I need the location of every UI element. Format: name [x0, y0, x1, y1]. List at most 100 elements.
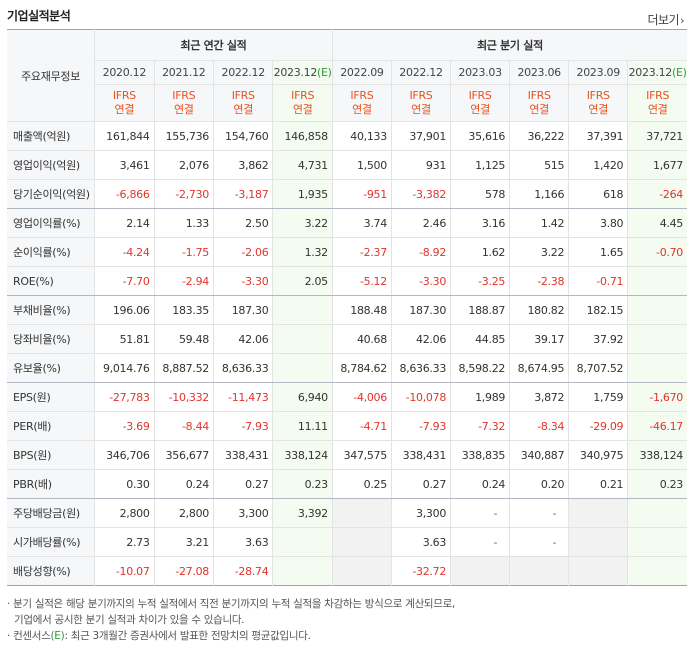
annual-value-cell: -7.70	[94, 266, 155, 296]
footnote-consensus-text: : 최근 3개월간 증권사에서 발표한 전망치의 평균값입니다.	[64, 630, 311, 642]
quarter-value-cell: 3,872	[509, 382, 570, 412]
annual-value-cell: -2.06	[213, 237, 274, 267]
ifrs-consolidated-header: IFRS 연결	[94, 84, 155, 122]
quarter-value-cell: 8,784.62	[332, 353, 392, 383]
consolidated-label: 연결	[411, 103, 431, 116]
consolidated-label: 연결	[529, 103, 549, 116]
table-row: BPS(원) 346,706 356,677 338,431 338,124 347,57…	[7, 440, 687, 470]
quarter-period-header: 2022.09	[332, 60, 392, 85]
quarter-value-cell: 4.45	[627, 208, 687, 238]
annual-value-cell: 11.11	[272, 411, 333, 441]
quarter-period-header: 2023.03	[450, 60, 511, 85]
quarter-value-cell: 3,300	[391, 498, 452, 528]
quarter-value-cell	[568, 556, 629, 586]
annual-value-cell: 2.05	[272, 266, 333, 296]
quarter-value-cell: -3.30	[391, 266, 452, 296]
ifrs-consolidated-header: IFRS 연결	[272, 84, 333, 122]
quarter-value-cell: 1,759	[568, 382, 629, 412]
quarter-value-cell: -264	[627, 179, 687, 209]
quarter-value-cell: -32.72	[391, 556, 452, 586]
row-label: 부채비율(%)	[7, 295, 96, 325]
quarter-value-cell: 35,616	[450, 121, 511, 151]
annual-value-cell: -8.44	[154, 411, 214, 441]
quarter-value-cell: 338,431	[391, 440, 452, 470]
more-link[interactable]: 더보기›	[647, 11, 684, 28]
quarter-value-cell	[627, 266, 687, 296]
annual-value-cell: 3,392	[272, 498, 333, 528]
footnotes: · 분기 실적은 해당 분기까지의 누적 실적에서 직전 분기까지의 누적 실적…	[7, 596, 455, 644]
annual-value-cell: -6,866	[94, 179, 155, 209]
period-header-row: 2020.12 2021.12 2022.12 2023.12(E) 2022.09 20…	[7, 60, 687, 85]
annual-value-cell: 0.30	[94, 469, 155, 499]
quarter-period-header: 2022.12	[391, 60, 452, 85]
ifrs-label: IFRS	[586, 89, 610, 102]
annual-value-cell: 2,800	[154, 498, 214, 528]
quarter-value-cell: 3.74	[332, 208, 392, 238]
quarter-value-cell: 618	[568, 179, 629, 209]
quarter-value-cell: -	[509, 498, 570, 528]
annual-value-cell	[272, 556, 333, 586]
quarter-value-cell: 3.22	[509, 237, 570, 267]
quarter-value-cell	[627, 527, 687, 557]
quarter-value-cell: 0.20	[509, 469, 570, 499]
annual-value-cell	[272, 353, 333, 383]
ifrs-label: IFRS	[291, 89, 315, 102]
financial-summary-table: 주요재무정보 최근 연간 실적 최근 분기 실적 2020.12 2021.12 2…	[7, 29, 687, 586]
row-label: 순이익률(%)	[7, 237, 96, 267]
annual-value-cell: 3,300	[213, 498, 274, 528]
quarter-value-cell	[627, 556, 687, 586]
period-label: 2023.09	[576, 66, 621, 79]
quarter-value-cell: 42.06	[391, 324, 452, 354]
ifrs-consolidated-header: IFRS 연결	[509, 84, 570, 122]
quarter-value-cell	[568, 498, 629, 528]
annual-value-cell: 0.27	[213, 469, 274, 499]
annual-value-cell: -7.93	[213, 411, 274, 441]
quarter-value-cell	[332, 556, 392, 586]
quarter-value-cell: 338,835	[450, 440, 511, 470]
section-title: 기업실적분석	[7, 9, 71, 23]
quarter-period-header: 2023.12(E)	[627, 60, 687, 85]
annual-value-cell: 42.06	[213, 324, 274, 354]
quarter-value-cell: 338,124	[627, 440, 687, 470]
estimate-mark: (E)	[672, 66, 687, 79]
quarter-value-cell: 8,598.22	[450, 353, 511, 383]
footnote-consensus-prefix: · 컨센서스	[7, 630, 51, 642]
annual-value-cell: -3.69	[94, 411, 155, 441]
ifrs-label: IFRS	[409, 89, 433, 102]
ifrs-consolidated-header: IFRS 연결	[391, 84, 452, 122]
annual-value-cell	[272, 527, 333, 557]
row-label: PER(배)	[7, 411, 96, 441]
annual-value-cell: 8,636.33	[213, 353, 274, 383]
annual-period-header: 2023.12(E)	[272, 60, 333, 85]
quarter-value-cell: 340,887	[509, 440, 570, 470]
quarter-value-cell: -	[509, 527, 570, 557]
quarter-period-header: 2023.09	[568, 60, 629, 85]
period-label: 2023.03	[458, 66, 502, 79]
row-label: 시가배당률(%)	[7, 527, 96, 557]
row-label: 유보율(%)	[7, 353, 96, 383]
table-row: 배당성향(%) -10.07 -27.08 -28.74 -32.72	[7, 556, 687, 586]
quarter-value-cell: 0.23	[627, 469, 687, 499]
quarter-value-cell: 1,500	[332, 150, 392, 180]
quarterly-results-header: 최근 분기 실적	[332, 29, 687, 61]
quarter-value-cell: 182.15	[568, 295, 629, 325]
annual-value-cell: -27,783	[94, 382, 155, 412]
annual-value-cell: -2,730	[154, 179, 214, 209]
quarter-value-cell: 36,222	[509, 121, 570, 151]
footnote-quarterly: · 분기 실적은 해당 분기까지의 누적 실적에서 직전 분기까지의 누적 실적…	[7, 598, 456, 610]
annual-value-cell: 3,461	[94, 150, 155, 180]
quarter-value-cell	[450, 556, 511, 586]
quarter-value-cell: -4.71	[332, 411, 392, 441]
quarter-value-cell: 347,575	[332, 440, 392, 470]
ifrs-label: IFRS	[172, 89, 196, 102]
row-label: 배당성향(%)	[7, 556, 96, 586]
quarter-value-cell: -1,670	[627, 382, 687, 412]
consolidated-label: 연결	[352, 103, 372, 116]
table-row: 유보율(%) 9,014.76 8,887.52 8,636.33 8,784.62 8,…	[7, 353, 687, 383]
period-label: 2023.06	[517, 66, 561, 79]
annual-value-cell: -10,332	[154, 382, 214, 412]
ifrs-consolidated-header: IFRS 연결	[332, 84, 392, 122]
quarter-value-cell: 0.25	[332, 469, 392, 499]
quarter-value-cell: 40.68	[332, 324, 392, 354]
quarter-value-cell: 0.21	[568, 469, 629, 499]
